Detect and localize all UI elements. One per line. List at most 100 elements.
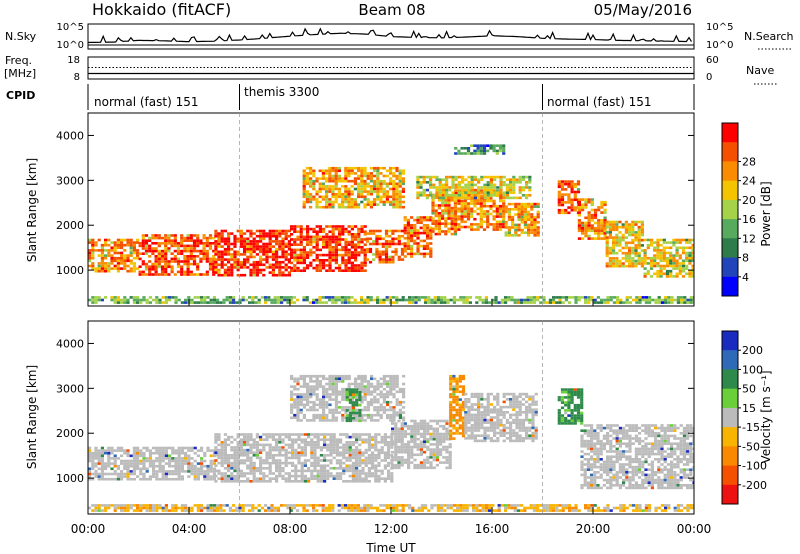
velocity-cell [294,433,298,436]
power-cell [344,185,348,188]
power-cell [354,264,358,267]
power-cell [653,272,657,276]
velocity-cell [374,464,378,467]
power-cell [148,296,152,299]
power-cell [384,247,389,251]
power-cell [665,272,670,276]
power-cell [672,238,676,242]
power-cell [440,301,444,304]
velocity-cell [110,449,114,452]
velocity-cell [306,387,310,391]
power-cell [208,257,213,261]
velocity-cell [262,472,266,475]
power-cell [275,242,279,246]
power-cell [536,213,540,216]
velocity-cell [410,440,414,444]
velocity-cell [325,395,329,399]
power-cell [334,296,338,299]
power-cell [495,204,499,208]
power-cell [259,247,263,251]
freq-label: Freq. [5,54,32,67]
velocity-cell [255,451,259,454]
velocity-cell [230,435,234,439]
power-cell [624,264,628,268]
velocity-cell [376,385,380,388]
power-cell [338,240,342,244]
velocity-cell [325,400,329,404]
power-cell [436,296,440,299]
power-cell [479,212,483,216]
power-cell [587,216,591,220]
velocity-cell [142,451,146,455]
velocity-cell [223,446,227,449]
power-cell [292,301,296,304]
power-cell [259,245,263,248]
velocity-cell [100,472,104,476]
power-cell [123,238,127,242]
power-cell [174,301,178,304]
power-cell [403,255,407,258]
power-cell [425,175,429,179]
power-cell [397,258,401,261]
power-cell [341,195,345,199]
power-cell [173,236,177,240]
power-cell [196,301,200,304]
velocity-cell [374,448,378,452]
power-cell [338,243,342,246]
power-cell [350,198,354,201]
velocity-cell [299,377,303,381]
power-cell [640,249,644,252]
power-cell [507,202,511,206]
velocity-cell [377,461,381,465]
beam-title: Beam 08 [358,1,425,19]
power-cell [273,301,277,304]
velocity-cell [243,480,247,483]
power-cell [419,194,423,197]
power-cell [173,242,177,245]
power-cell [689,301,693,304]
power-cell [646,256,650,260]
velocity-cell [158,467,162,471]
power-cell [350,238,354,241]
nsearch-label: N.Search [744,30,794,43]
power-cell [91,301,95,304]
power-cell [511,234,515,237]
power-cell [482,220,487,224]
velocity-cell [416,427,420,431]
power-cell [507,208,511,211]
power-cell [290,251,294,254]
power-cell [347,298,351,302]
power-cell [600,298,604,302]
power-cell [457,181,461,184]
power-cell [523,202,527,206]
power-cell [618,225,622,229]
power-cell [281,245,285,248]
power-cell [173,249,177,253]
power-cell [160,260,165,263]
power-cell [640,244,644,247]
power-cell [590,198,594,201]
power-cell [557,211,561,215]
power-cell [612,220,616,224]
power-cell [318,301,322,304]
power-cell [669,269,673,273]
velocity-cell [187,464,191,468]
power-cell [334,301,338,304]
velocity-cell [294,477,298,480]
velocity-cell [88,470,92,473]
power-cell [451,181,455,184]
power-cell [151,268,155,271]
power-cell [577,298,581,302]
velocity-cell [339,477,343,480]
power-cell [388,229,392,233]
velocity-cell [302,403,306,407]
velocity-cell [120,477,124,481]
power-cell [577,219,581,222]
velocity-cell [316,477,320,480]
power-cell [113,264,117,268]
power-cell [618,264,622,268]
power-cell [233,234,237,238]
velocity-cell [268,433,272,436]
velocity-cell [223,433,227,436]
